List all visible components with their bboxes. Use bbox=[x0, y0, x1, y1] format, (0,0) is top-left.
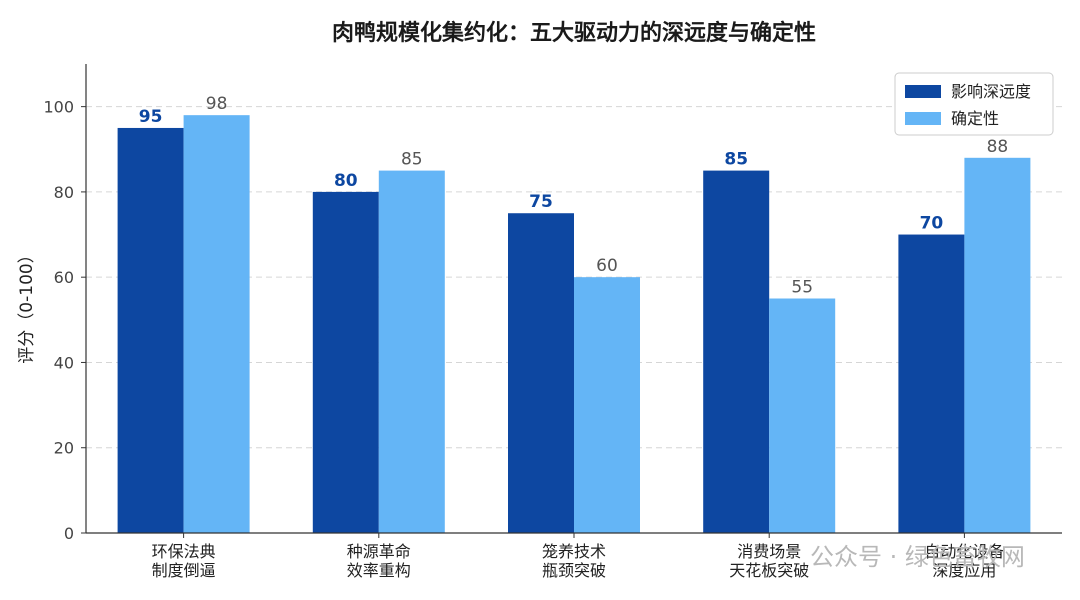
bar-depth bbox=[312, 191, 379, 533]
bar-depth bbox=[703, 170, 770, 533]
data-label: 85 bbox=[401, 150, 423, 170]
x-category-label: 天花板突破 bbox=[729, 561, 809, 580]
bar-depth bbox=[898, 234, 965, 533]
y-tick-label: 20 bbox=[54, 439, 74, 458]
y-tick-label: 60 bbox=[54, 268, 74, 287]
data-labels: 95 98 80 85 75 60 85 55 70 88 bbox=[139, 94, 1008, 297]
data-label: 95 bbox=[139, 107, 163, 127]
y-tick-label: 40 bbox=[54, 353, 74, 372]
data-label: 88 bbox=[987, 137, 1009, 157]
legend-label: 影响深远度 bbox=[951, 82, 1031, 101]
bar-certainty bbox=[964, 157, 1031, 534]
data-label: 85 bbox=[724, 150, 748, 170]
x-category-label: 效率重构 bbox=[347, 561, 411, 580]
data-label: 60 bbox=[596, 256, 618, 276]
x-category-label: 瓶颈突破 bbox=[542, 561, 606, 580]
bar-certainty bbox=[183, 115, 250, 533]
x-category-label: 种源革命 bbox=[347, 542, 411, 561]
legend-swatch bbox=[905, 112, 941, 125]
x-category-label: 消费场景 bbox=[737, 542, 801, 561]
x-category-label: 自动化设备 bbox=[924, 542, 1004, 561]
y-tick-label: 0 bbox=[64, 524, 74, 543]
data-label: 80 bbox=[334, 171, 358, 191]
watermark: 公众号 · 绿色畜牧网 bbox=[810, 543, 1025, 571]
legend-swatch bbox=[905, 85, 941, 98]
y-ticks: 0 20 40 60 80 100 bbox=[43, 98, 86, 543]
y-axis-label: 评分（0-100） bbox=[17, 246, 37, 363]
data-label: 55 bbox=[791, 278, 813, 298]
bars bbox=[117, 115, 1031, 534]
y-tick-label: 100 bbox=[43, 98, 74, 117]
data-label: 70 bbox=[920, 214, 944, 234]
chart-title: 肉鸭规模化集约化：五大驱动力的深远度与确定性 bbox=[332, 20, 816, 46]
x-category-label: 笼养技术 bbox=[542, 542, 606, 561]
x-category-label: 环保法典 bbox=[152, 542, 216, 561]
bar-certainty bbox=[769, 298, 836, 533]
data-label: 75 bbox=[529, 192, 553, 212]
bar-depth bbox=[117, 127, 184, 534]
data-label: 98 bbox=[206, 94, 228, 114]
bar-certainty bbox=[378, 170, 445, 533]
bar-depth bbox=[508, 213, 574, 533]
x-category-label: 制度倒逼 bbox=[152, 561, 216, 580]
y-tick-label: 80 bbox=[54, 183, 74, 202]
legend-label: 确定性 bbox=[951, 109, 999, 128]
x-category-label: 深度应用 bbox=[932, 561, 996, 580]
bar-certainty bbox=[574, 277, 640, 533]
